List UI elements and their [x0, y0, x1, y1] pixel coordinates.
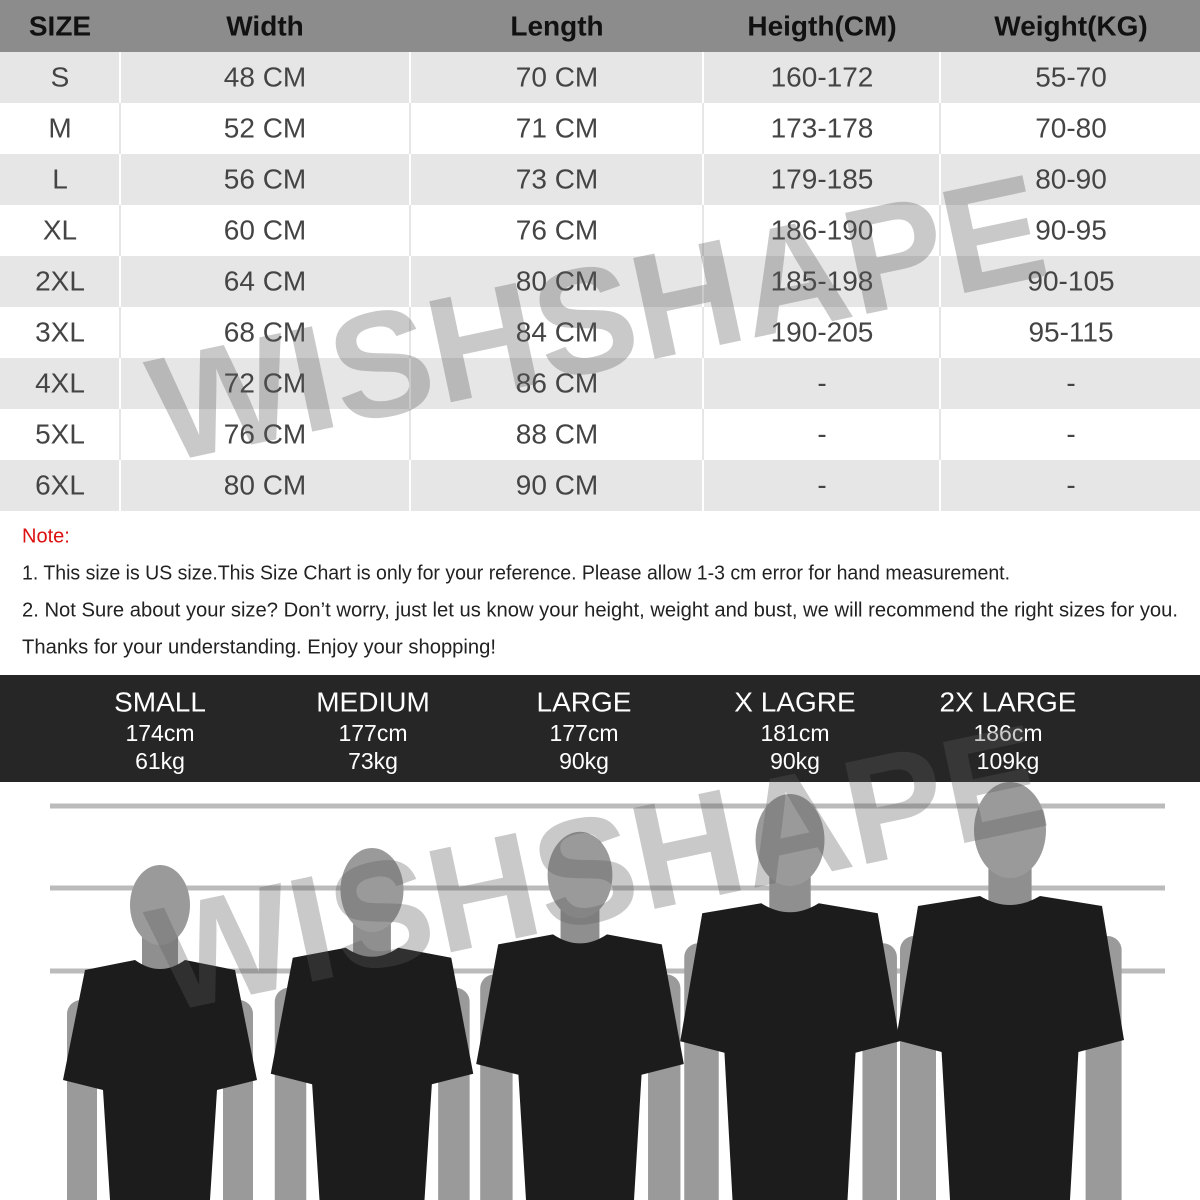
- cell: 186-190: [771, 214, 874, 245]
- note-line: 1. This size is US size.This Size Chart …: [22, 562, 1010, 584]
- row-bg: [0, 103, 1200, 154]
- model-height: 177cm: [549, 720, 618, 746]
- cell: 80 CM: [224, 469, 306, 500]
- model-weight: 90kg: [770, 748, 820, 774]
- row-bg: [0, 409, 1200, 460]
- header-cell: Heigth(CM): [747, 10, 896, 41]
- model-banner: [0, 675, 1200, 782]
- model-size: 2X LARGE: [940, 686, 1077, 717]
- cell: XL: [43, 214, 77, 245]
- cell: 160-172: [771, 61, 874, 92]
- cell: 185-198: [771, 265, 874, 296]
- cell: 73 CM: [516, 163, 598, 194]
- cell: 90-95: [1035, 214, 1107, 245]
- model-height: 177cm: [338, 720, 407, 746]
- note-line: Thanks for your understanding. Enjoy you…: [22, 636, 496, 658]
- size-table: SIZE Width Length Heigth(CM) Weight(KG) S 48 C…: [0, 0, 1200, 511]
- cell: 60 CM: [224, 214, 306, 245]
- cell: 80 CM: [516, 265, 598, 296]
- model-height: 186cm: [973, 720, 1042, 746]
- cell: 72 CM: [224, 367, 306, 398]
- model-height: 174cm: [125, 720, 194, 746]
- cell: 95-115: [1028, 316, 1113, 347]
- cell: 52 CM: [224, 112, 306, 143]
- note-line: 2. Not Sure about your size? Don’t worry…: [22, 599, 1178, 621]
- cell: 80-90: [1035, 163, 1107, 194]
- cell: 70-80: [1035, 112, 1107, 143]
- head: [547, 831, 613, 919]
- model-size: MEDIUM: [316, 686, 430, 717]
- header-cell: Length: [510, 10, 603, 41]
- model-size: SMALL: [114, 686, 206, 717]
- cell: 90-105: [1027, 265, 1114, 296]
- cell: S: [51, 61, 70, 92]
- cell: 5XL: [35, 418, 85, 449]
- cell: 71 CM: [516, 112, 598, 143]
- row-bg: [0, 460, 1200, 511]
- cell: 56 CM: [224, 163, 306, 194]
- shirt: [476, 934, 684, 1200]
- row-bg: [0, 256, 1200, 307]
- notes: Note: 1. This size is US size.This Size C…: [22, 525, 1178, 658]
- cell: 173-178: [771, 112, 874, 143]
- model-banner-text: SMALL174cm61kgMEDIUM177cm73kgLARGE177cm9…: [114, 686, 1076, 774]
- row-bg: [0, 52, 1200, 103]
- header-bg: [0, 0, 1200, 52]
- model-weight: 90kg: [559, 748, 609, 774]
- header-cell: Width: [226, 10, 304, 41]
- model-size: LARGE: [537, 686, 632, 717]
- model-height: 181cm: [760, 720, 829, 746]
- row-bg: [0, 358, 1200, 409]
- cell: 55-70: [1035, 61, 1107, 92]
- shirt: [896, 896, 1124, 1200]
- cell: -: [1066, 469, 1075, 500]
- cell: M: [48, 112, 71, 143]
- shirt: [270, 947, 474, 1200]
- note-label: Note:: [22, 525, 70, 547]
- cell: 190-205: [771, 316, 874, 347]
- cell: 88 CM: [516, 418, 598, 449]
- model-weight: 73kg: [348, 748, 398, 774]
- cell: -: [817, 469, 826, 500]
- cell: 179-185: [771, 163, 874, 194]
- figures: [50, 782, 1165, 1200]
- shirt: [680, 903, 900, 1200]
- cell: L: [52, 163, 68, 194]
- cell: -: [817, 418, 826, 449]
- cell: 70 CM: [516, 61, 598, 92]
- shirt: [63, 960, 257, 1200]
- cell: 2XL: [35, 265, 85, 296]
- cell: -: [1066, 418, 1075, 449]
- head: [130, 865, 190, 945]
- cell: 86 CM: [516, 367, 598, 398]
- cell: 3XL: [35, 316, 85, 347]
- cell: 90 CM: [516, 469, 598, 500]
- model-weight: 109kg: [977, 748, 1040, 774]
- cell: -: [817, 367, 826, 398]
- cell: -: [1066, 367, 1075, 398]
- cell: 48 CM: [224, 61, 306, 92]
- row-bg: [0, 154, 1200, 205]
- cell: 84 CM: [516, 316, 598, 347]
- cell: 64 CM: [224, 265, 306, 296]
- head: [340, 848, 404, 932]
- head: [755, 794, 825, 886]
- row-bg: [0, 205, 1200, 256]
- model-weight: 61kg: [135, 748, 185, 774]
- header-cell: SIZE: [29, 10, 91, 41]
- model-size: X LAGRE: [734, 686, 855, 717]
- cell: 76 CM: [516, 214, 598, 245]
- cell: 76 CM: [224, 418, 306, 449]
- cell: 68 CM: [224, 316, 306, 347]
- head: [974, 782, 1046, 878]
- header-cell: Weight(KG): [994, 10, 1147, 41]
- cell: 4XL: [35, 367, 85, 398]
- cell: 6XL: [35, 469, 85, 500]
- row-bg: [0, 307, 1200, 358]
